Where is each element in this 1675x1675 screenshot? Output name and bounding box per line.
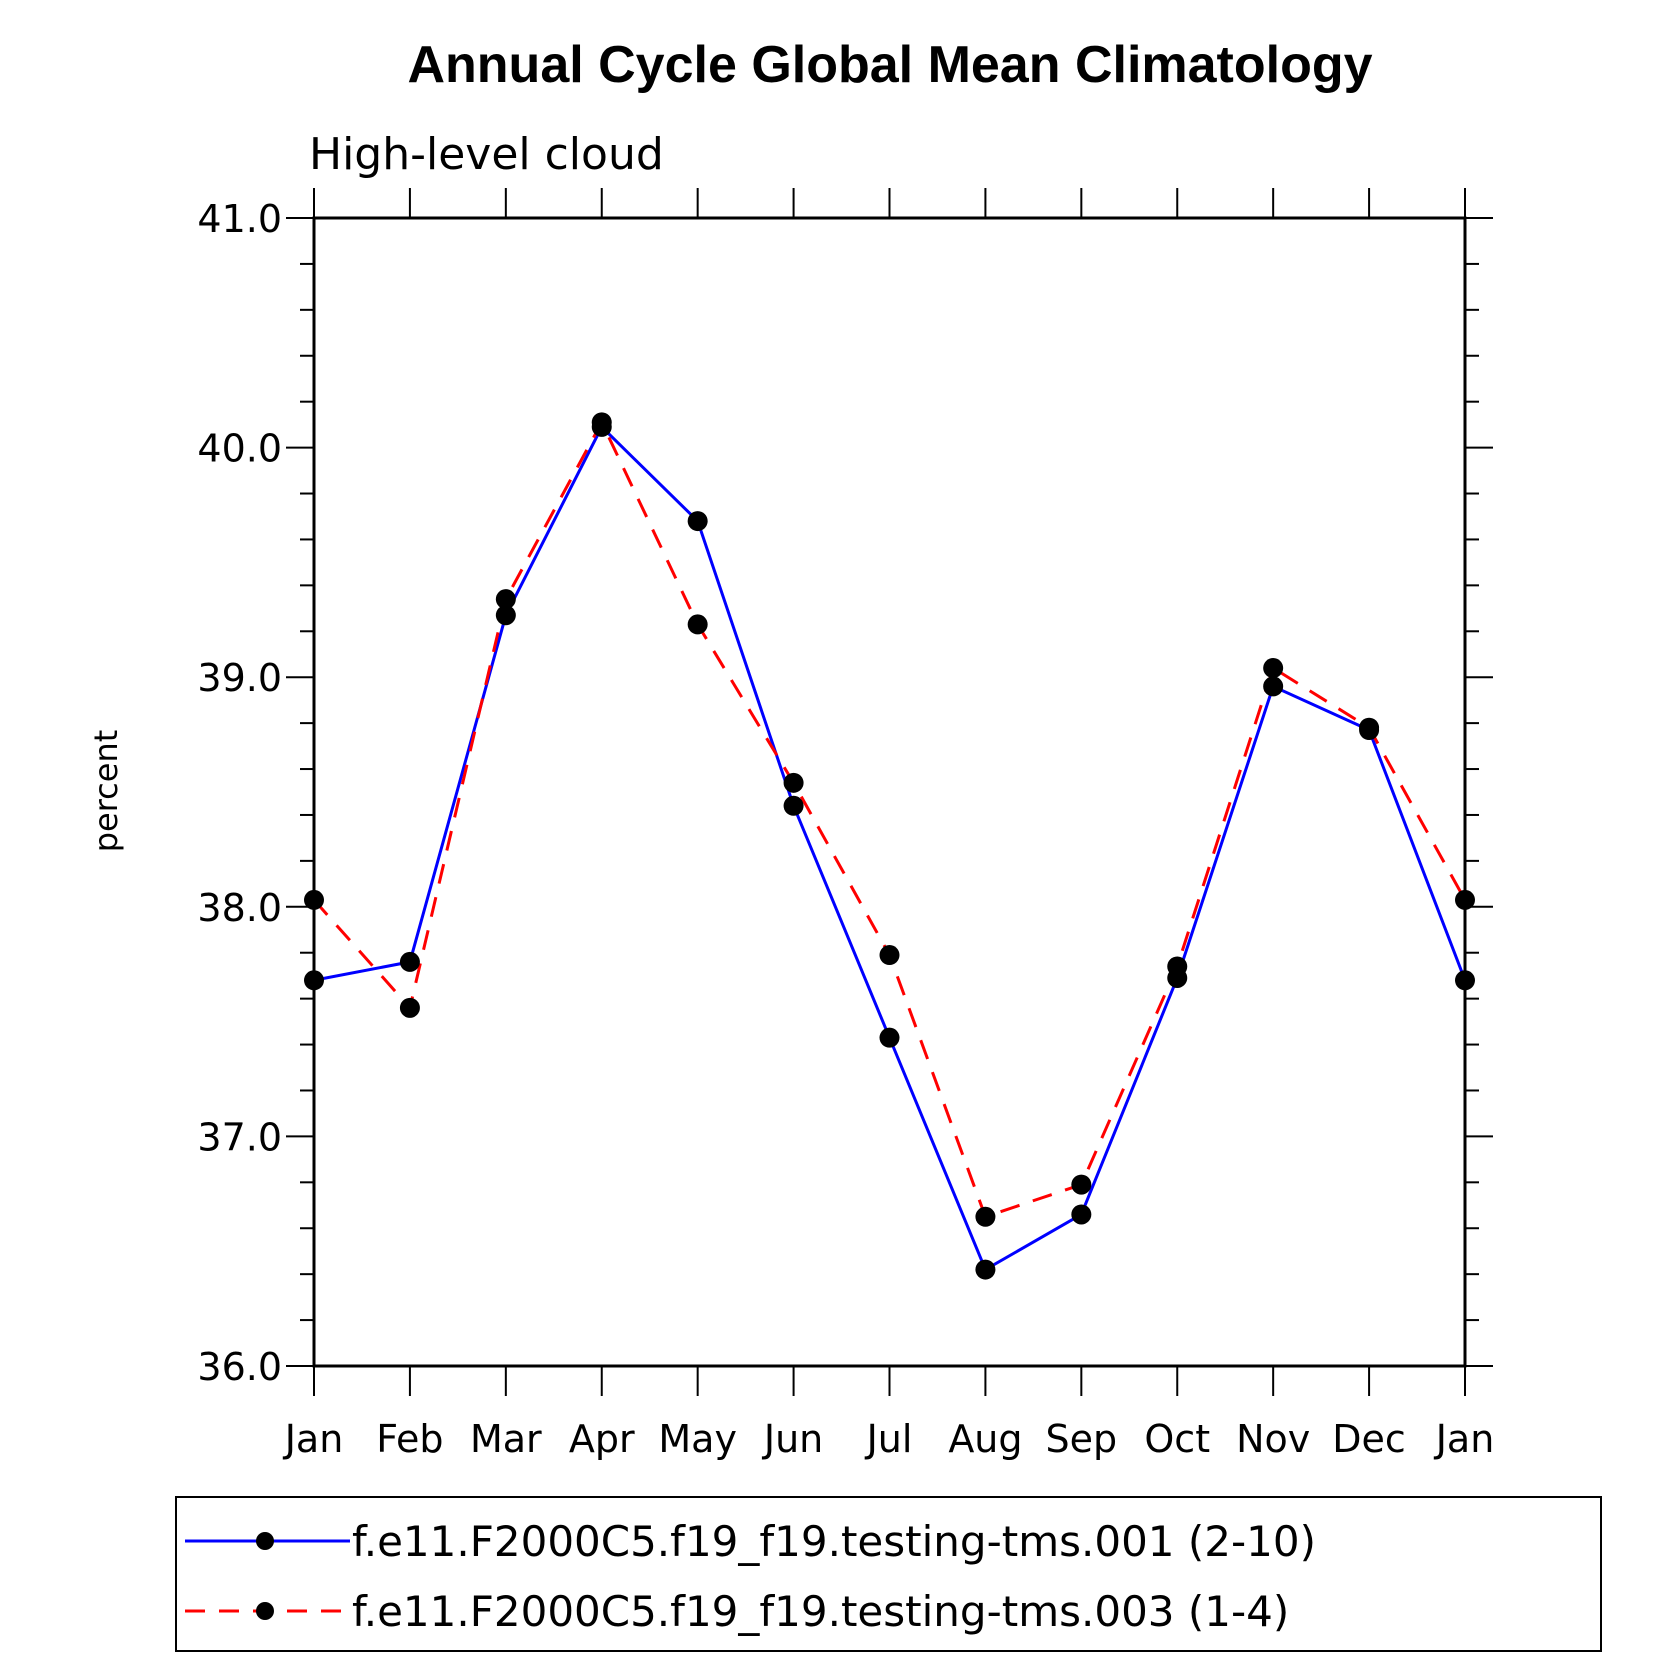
legend-box xyxy=(175,1496,1602,1652)
legend-label-series-2: f.e11.F2000C5.f19_f19.testing-tms.003 (1… xyxy=(352,1587,1289,1636)
x-tick-label: Jul xyxy=(865,1417,913,1461)
axis-ticks xyxy=(286,188,1493,1396)
x-tick-label: Mar xyxy=(470,1417,542,1461)
series-layer xyxy=(304,412,1475,1280)
y-tick-label: 36.0 xyxy=(197,1345,282,1389)
plot-frame xyxy=(312,216,1467,1368)
data-point-series-1 xyxy=(399,951,420,972)
x-tick-label: Jan xyxy=(1434,1417,1495,1461)
chart-subtitle: High-level cloud xyxy=(309,129,664,180)
data-point-series-1 xyxy=(687,511,708,532)
legend-marker-series-2 xyxy=(256,1602,274,1620)
data-point-series-2 xyxy=(879,945,900,966)
data-point-series-2 xyxy=(975,1206,996,1227)
data-point-series-2 xyxy=(783,772,804,793)
data-point-series-2 xyxy=(1359,717,1380,738)
y-tick-label: 37.0 xyxy=(197,1115,282,1159)
y-axis-label: percent xyxy=(87,730,125,853)
x-tick-label: Nov xyxy=(1236,1417,1310,1461)
y-tick-label: 41.0 xyxy=(197,197,282,241)
x-tick-label: May xyxy=(658,1417,737,1461)
x-tick-labels: Jan Feb Mar Apr May Jun Jul Aug Sep Oct Nov Dec Jan xyxy=(283,1417,1495,1461)
x-tick-label: Sep xyxy=(1046,1417,1118,1461)
x-tick-label: Dec xyxy=(1332,1417,1406,1461)
x-tick-label: Oct xyxy=(1144,1417,1210,1461)
x-tick-label: Feb xyxy=(376,1417,443,1461)
data-point-series-1 xyxy=(1263,676,1284,697)
data-point-series-2 xyxy=(495,589,516,610)
y-tick-label: 40.0 xyxy=(197,427,282,471)
legend-marker-series-1 xyxy=(256,1532,274,1550)
data-point-series-2 xyxy=(591,412,612,433)
legend-label-series-1: f.e11.F2000C5.f19_f19.testing-tms.001 (2… xyxy=(352,1517,1316,1566)
data-point-series-1 xyxy=(783,795,804,816)
data-point-series-2 xyxy=(399,997,420,1018)
x-tick-label: Aug xyxy=(948,1417,1022,1461)
x-tick-label: Apr xyxy=(569,1417,635,1461)
x-tick-label: Jan xyxy=(283,1417,344,1461)
data-point-series-1 xyxy=(879,1027,900,1048)
data-point-series-1 xyxy=(495,605,516,626)
legend: f.e11.F2000C5.f19_f19.testing-tms.001 (2… xyxy=(175,1496,1602,1652)
series-line-1 xyxy=(313,424,1467,1272)
chart-title: Annual Cycle Global Mean Climatology xyxy=(407,36,1372,94)
data-point-series-2 xyxy=(1071,1174,1092,1195)
data-point-series-2 xyxy=(687,614,708,635)
y-tick-labels: 36.0 37.0 38.0 39.0 40.0 41.0 xyxy=(197,197,282,1389)
x-tick-label: Jun xyxy=(762,1417,823,1461)
y-tick-label: 38.0 xyxy=(197,886,282,930)
data-point-series-1 xyxy=(975,1259,996,1280)
data-point-series-2 xyxy=(1263,658,1284,679)
data-point-series-1 xyxy=(1071,1204,1092,1225)
series-line-2 xyxy=(312,419,1467,1219)
data-point-series-2 xyxy=(1167,956,1188,977)
y-tick-label: 39.0 xyxy=(197,656,282,700)
